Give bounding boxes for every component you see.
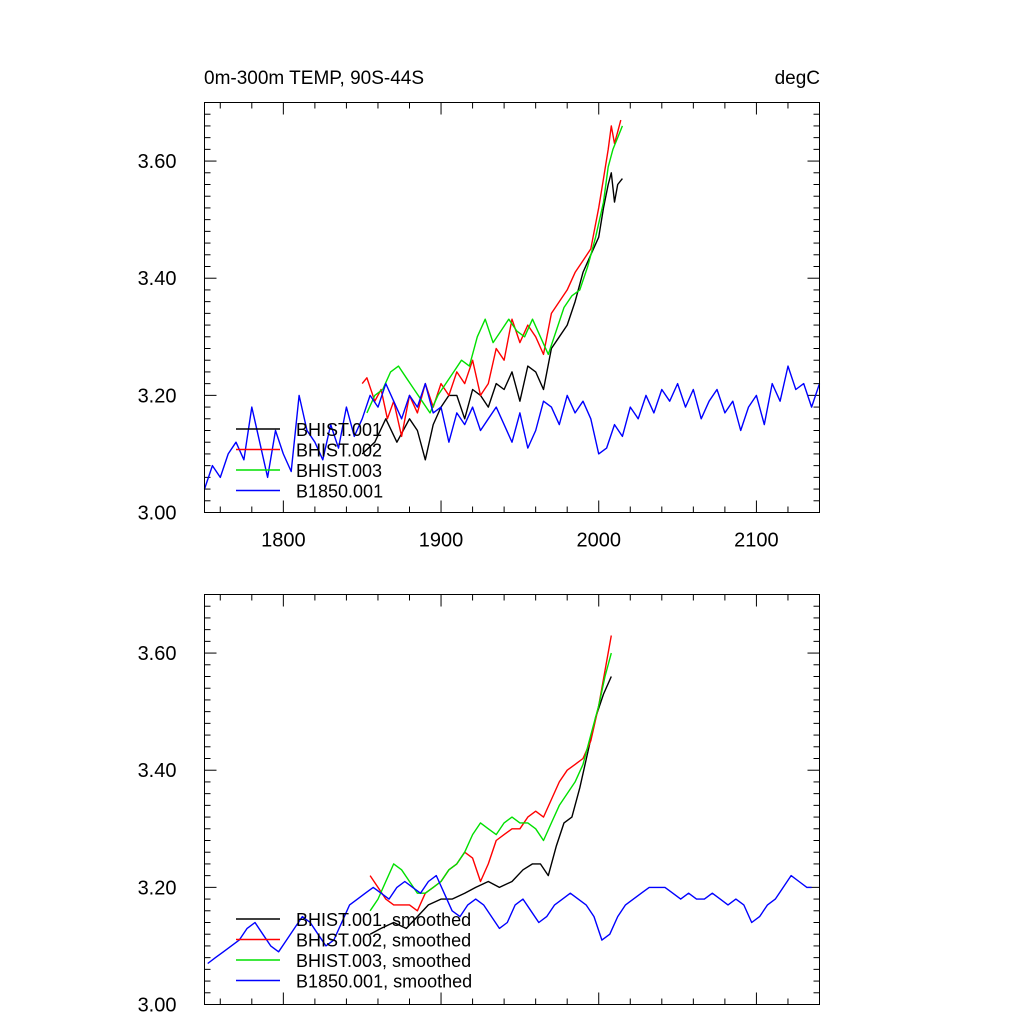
x-tick-label: 2100 (734, 530, 779, 552)
legend-label: BHIST.002 (296, 441, 382, 461)
legend-label: B1850.001 (296, 482, 383, 502)
legend-label: BHIST.003, smoothed (296, 951, 471, 971)
units-label: degC (775, 68, 820, 89)
legend-label: BHIST.002, smoothed (296, 931, 471, 951)
series-line (207, 874, 812, 965)
x-tick-label: 1800 (261, 530, 306, 552)
series-line (361, 172, 623, 461)
y-tick-label: 3.00 (138, 503, 177, 525)
series-line (369, 652, 612, 912)
series-line (361, 119, 622, 438)
legend-label: BHIST.001 (296, 420, 382, 440)
y-tick-label: 3.20 (138, 385, 177, 407)
series-line (369, 676, 612, 935)
legend-label: BHIST.003 (296, 461, 382, 481)
bottom-panel: 3.003.203.403.60 BHIST.001, smoothedBHIS… (138, 594, 820, 1017)
plot-frame (204, 102, 820, 513)
y-tick-label: 3.00 (138, 995, 177, 1017)
x-tick-label: 1900 (419, 530, 464, 552)
series-line (366, 125, 624, 414)
y-tick-label: 3.20 (138, 877, 177, 899)
chart-title: 0m-300m TEMP, 90S-44S (204, 68, 424, 89)
x-tick-label: 2000 (576, 530, 621, 552)
y-tick-label: 3.60 (138, 151, 177, 173)
legend-label: B1850.001, smoothed (296, 972, 472, 992)
series-line (369, 635, 612, 912)
series-line (203, 365, 821, 490)
plot-frame (204, 594, 820, 1005)
top-panel: 0m-300m TEMP, 90S-44S degC 1800 1900 2000 2… (138, 68, 821, 552)
y-tick-label: 3.40 (138, 760, 177, 782)
legend-label: BHIST.001, smoothed (296, 910, 471, 930)
y-tick-label: 3.60 (138, 643, 177, 665)
y-tick-label: 3.40 (138, 268, 177, 290)
